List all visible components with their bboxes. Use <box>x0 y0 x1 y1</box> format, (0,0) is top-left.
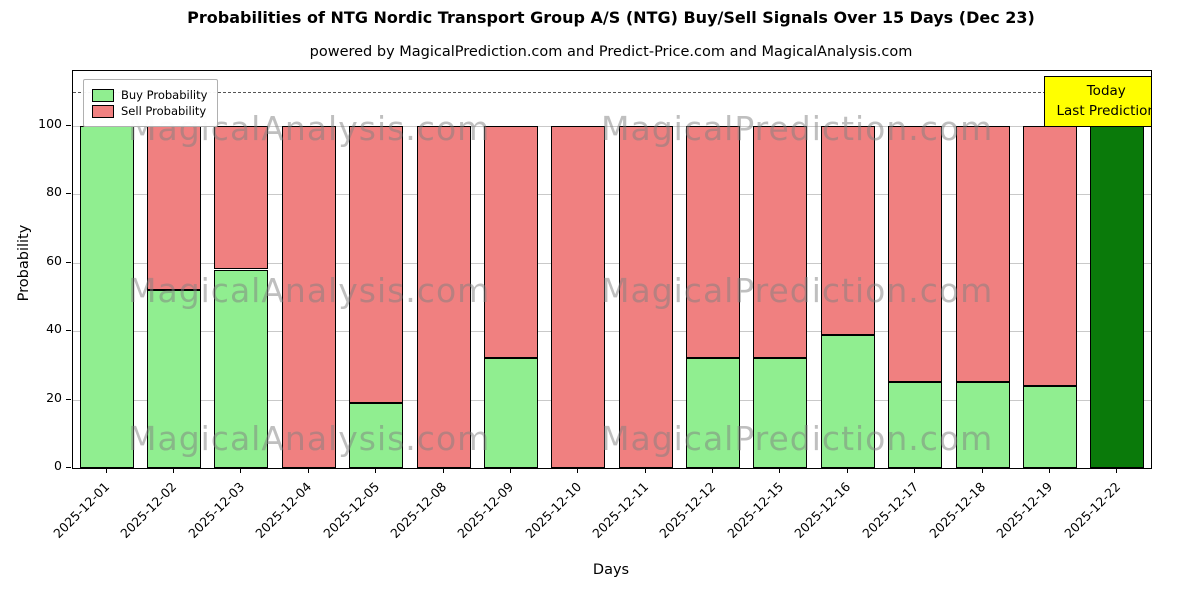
x-tick-mark <box>644 468 646 473</box>
y-tick-mark <box>66 261 71 263</box>
x-axis-label: Days <box>592 562 630 578</box>
gridline <box>73 468 1151 469</box>
bar-sell-segment <box>1022 125 1077 386</box>
bar-sell-segment <box>147 125 201 291</box>
x-tick-mark <box>240 468 242 473</box>
bar-sell-segment <box>214 125 269 270</box>
x-tick-mark <box>577 468 579 473</box>
chart-title: Probabilities of NTG Nordic Transport Gr… <box>187 8 1035 27</box>
bar-buy-segment <box>147 290 201 468</box>
bar-sell-segment <box>416 125 471 468</box>
x-tick-label: 2025-12-05 <box>319 479 382 541</box>
x-tick-label: 2025-12-08 <box>387 479 450 541</box>
bar-buy-segment <box>483 358 538 468</box>
x-tick-label: 2025-12-19 <box>993 479 1056 541</box>
legend-label-buy: Buy Probability <box>121 88 208 102</box>
bar-sell-segment <box>551 125 606 468</box>
watermark-text: MagicalPrediction.com <box>601 419 994 458</box>
bar-buy-segment <box>955 382 1010 468</box>
x-tick-mark <box>375 468 377 473</box>
today-annotation-line1: Today <box>1086 83 1126 99</box>
y-tick-mark <box>66 124 71 126</box>
y-tick-label: 60 <box>46 252 62 268</box>
y-tick-mark <box>66 467 71 468</box>
bar-buy-segment <box>349 402 404 468</box>
y-tick-mark <box>66 398 71 400</box>
bar-buy-segment <box>79 125 134 468</box>
bar-sell-segment <box>753 125 808 359</box>
x-tick-label: 2025-12-03 <box>185 479 248 541</box>
bar-sell-segment <box>281 125 336 468</box>
gridline <box>73 331 1151 333</box>
y-tick-label: 0 <box>54 458 62 473</box>
x-tick-label: 2025-12-18 <box>926 479 989 541</box>
bar-sell-segment <box>349 125 404 403</box>
x-tick-mark <box>981 468 983 473</box>
bar-buy-segment <box>820 334 875 468</box>
y-tick-label: 80 <box>46 184 62 200</box>
x-tick-label: 2025-12-02 <box>117 479 180 541</box>
x-tick-mark <box>1116 468 1118 473</box>
gridline <box>73 194 1151 196</box>
y-tick-label: 40 <box>46 321 62 337</box>
bar-sell-segment <box>888 125 943 383</box>
x-tick-mark <box>173 468 175 473</box>
today-annotation: Today Last Prediction <box>1043 76 1152 128</box>
gridline <box>73 399 1151 401</box>
watermark-text: MagicalAnalysis.com <box>128 419 491 458</box>
legend-swatch-buy-icon <box>92 88 114 102</box>
legend-item-buy: Buy Probability <box>92 88 207 102</box>
x-tick-label: 2025-12-09 <box>454 479 517 541</box>
bar-sell-segment <box>955 125 1010 383</box>
x-tick-mark <box>105 468 107 473</box>
x-tick-label: 2025-12-17 <box>858 479 921 541</box>
bar-today <box>1090 125 1145 468</box>
today-annotation-line2: Last Prediction <box>1056 102 1152 119</box>
dashed-threshold-line <box>73 91 1151 93</box>
x-tick-label: 2025-12-22 <box>1060 479 1123 541</box>
watermark-text: MagicalAnalysis.com <box>128 271 491 310</box>
bar-buy-segment <box>888 382 943 468</box>
x-tick-label: 2025-12-04 <box>252 479 315 541</box>
legend-label-sell: Sell Probability <box>121 104 207 118</box>
x-tick-mark <box>1048 468 1050 473</box>
y-tick-mark <box>66 193 71 195</box>
x-tick-mark <box>509 468 511 473</box>
x-tick-label: 2025-12-10 <box>521 479 584 541</box>
bar-buy-segment <box>214 269 269 468</box>
bar-sell-segment <box>820 125 875 335</box>
legend-swatch-sell-icon <box>92 104 114 118</box>
y-tick-label: 100 <box>38 115 62 131</box>
bar-buy-segment <box>1022 385 1077 468</box>
x-tick-label: 2025-12-15 <box>724 479 787 541</box>
watermark-text: MagicalPrediction.com <box>601 109 994 148</box>
x-tick-mark <box>442 468 444 473</box>
bar-sell-segment <box>686 125 740 359</box>
x-tick-mark <box>846 468 848 473</box>
chart-subtitle: powered by MagicalPrediction.com and Pre… <box>309 44 913 60</box>
x-tick-mark <box>307 468 309 473</box>
y-tick-label: 20 <box>46 389 62 405</box>
x-tick-label: 2025-12-16 <box>791 479 854 541</box>
x-tick-label: 2025-12-12 <box>656 479 719 541</box>
x-tick-label: 2025-12-01 <box>50 479 113 541</box>
watermark-text: MagicalPrediction.com <box>601 271 994 310</box>
bar-sell-segment <box>618 125 673 468</box>
bar-buy-segment <box>686 358 740 468</box>
y-tick-mark <box>66 330 71 332</box>
x-tick-mark <box>914 468 916 473</box>
legend: Buy Probability Sell Probability <box>83 79 219 127</box>
bar-sell-segment <box>483 125 538 359</box>
plot-area: Buy Probability Sell Probability Today L… <box>72 70 1152 469</box>
x-tick-mark <box>779 468 781 473</box>
gridline <box>73 262 1151 264</box>
bar-buy-segment <box>753 358 808 468</box>
gridline <box>73 125 1151 127</box>
legend-item-sell: Sell Probability <box>92 104 207 118</box>
x-tick-mark <box>712 468 714 473</box>
x-tick-label: 2025-12-11 <box>589 479 652 541</box>
